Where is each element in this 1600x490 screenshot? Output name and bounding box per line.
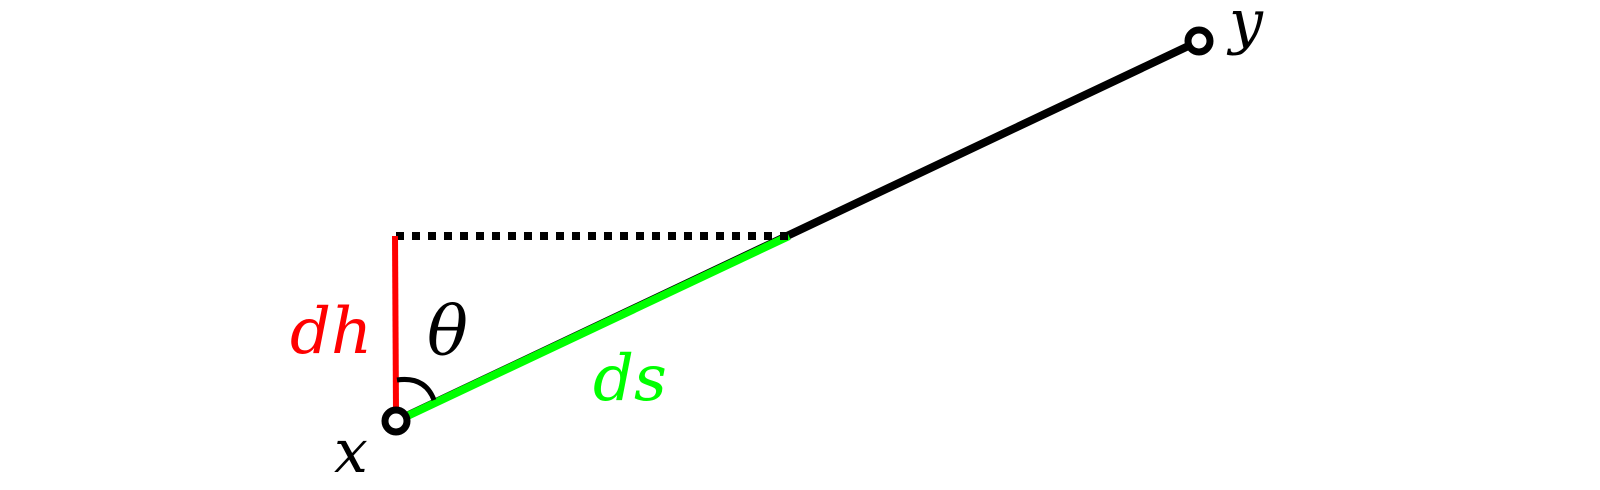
label-ds: ds (593, 342, 667, 416)
angle-theta-arc (396, 376, 437, 401)
point-y-marker (1184, 26, 1214, 56)
point-x-marker (381, 406, 411, 436)
label-point-y: y (1226, 0, 1264, 57)
ds-segment (399, 232, 791, 423)
label-point-x: x (334, 417, 368, 487)
label-dh: dh (290, 295, 372, 369)
label-theta: θ (427, 293, 468, 372)
dh-segment (392, 235, 399, 413)
